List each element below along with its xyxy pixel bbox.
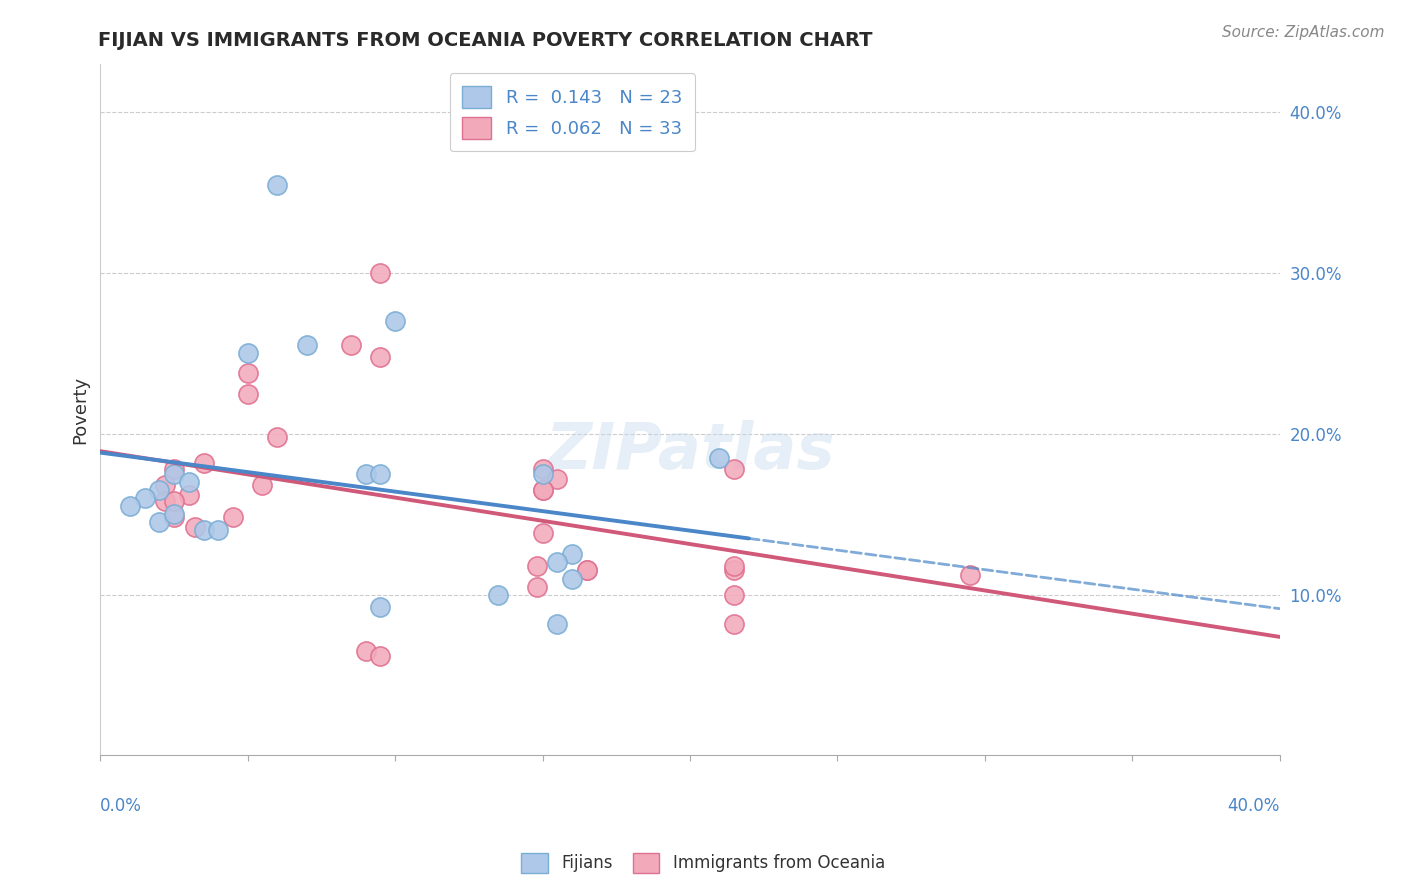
Point <box>177 488 200 502</box>
Point <box>236 386 259 401</box>
Legend: R =  0.143   N = 23, R =  0.062   N = 33: R = 0.143 N = 23, R = 0.062 N = 33 <box>450 73 695 152</box>
Point <box>148 515 170 529</box>
Text: ZIPatlas: ZIPatlas <box>546 420 835 483</box>
Point <box>531 483 554 497</box>
Point <box>546 556 568 570</box>
Point <box>163 467 186 481</box>
Point <box>354 467 377 481</box>
Point <box>266 178 288 192</box>
Point <box>723 616 745 631</box>
Point <box>526 580 548 594</box>
Point <box>531 483 554 497</box>
Point <box>177 475 200 489</box>
Point <box>163 510 186 524</box>
Point <box>236 366 259 380</box>
Text: FIJIAN VS IMMIGRANTS FROM OCEANIA POVERTY CORRELATION CHART: FIJIAN VS IMMIGRANTS FROM OCEANIA POVERT… <box>98 31 873 50</box>
Point <box>183 520 205 534</box>
Point <box>531 467 554 481</box>
Point <box>295 338 318 352</box>
Point <box>546 472 568 486</box>
Point <box>546 616 568 631</box>
Point <box>370 600 392 615</box>
Point <box>959 568 981 582</box>
Point <box>354 644 377 658</box>
Point <box>193 456 215 470</box>
Point <box>561 548 583 562</box>
Point <box>370 266 392 280</box>
Point <box>370 467 392 481</box>
Point <box>561 572 583 586</box>
Point <box>155 478 177 492</box>
Point <box>148 483 170 497</box>
Point <box>384 314 406 328</box>
Point <box>163 494 186 508</box>
Point <box>163 507 186 521</box>
Point <box>531 462 554 476</box>
Point <box>709 450 731 465</box>
Text: 0.0%: 0.0% <box>100 797 142 814</box>
Point <box>163 462 186 476</box>
Point <box>370 350 392 364</box>
Point <box>723 558 745 573</box>
Point <box>207 523 229 537</box>
Point <box>193 523 215 537</box>
Point <box>531 526 554 541</box>
Point <box>723 462 745 476</box>
Point <box>723 588 745 602</box>
Point <box>222 510 245 524</box>
Point <box>118 499 141 513</box>
Point <box>486 588 509 602</box>
Text: Source: ZipAtlas.com: Source: ZipAtlas.com <box>1222 25 1385 40</box>
Point <box>236 346 259 360</box>
Point <box>526 558 548 573</box>
Point <box>340 338 363 352</box>
Point <box>134 491 156 505</box>
Point <box>252 478 274 492</box>
Legend: Fijians, Immigrants from Oceania: Fijians, Immigrants from Oceania <box>515 847 891 880</box>
Text: 40.0%: 40.0% <box>1227 797 1279 814</box>
Point <box>266 430 288 444</box>
Point <box>575 564 598 578</box>
Y-axis label: Poverty: Poverty <box>72 376 89 443</box>
Point <box>370 648 392 663</box>
Point <box>155 494 177 508</box>
Point <box>723 564 745 578</box>
Point <box>575 564 598 578</box>
